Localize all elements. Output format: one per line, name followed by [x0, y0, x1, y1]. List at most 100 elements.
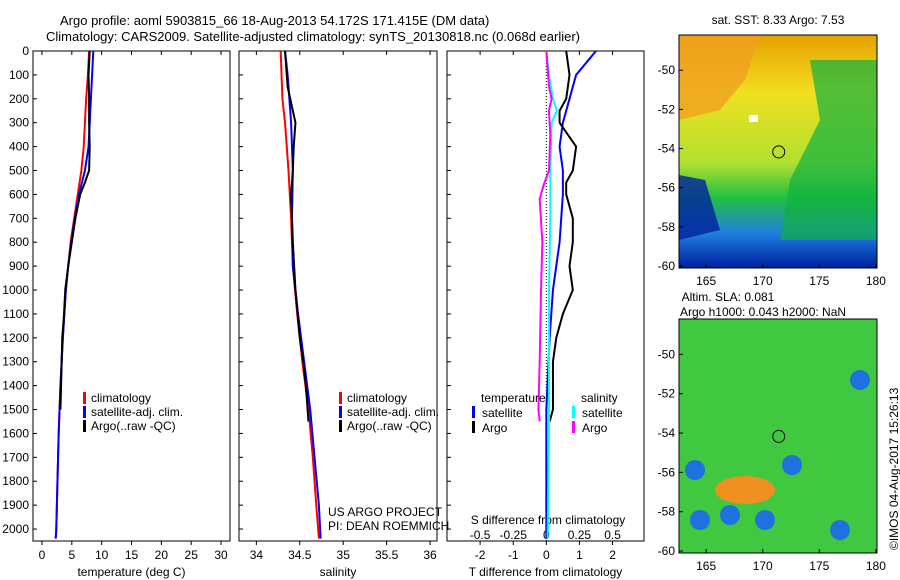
sla-high-anomaly — [715, 476, 775, 504]
island-marker — [749, 115, 758, 122]
x-tick-label: 20 — [155, 548, 169, 562]
x-tick-label: 10 — [95, 548, 109, 562]
diff-plot-frame — [446, 50, 645, 542]
lon-tick-label: 165 — [696, 559, 716, 573]
lat-tick-label: -58 — [658, 220, 676, 234]
sla-low-anomaly — [755, 510, 775, 530]
legend-swatch — [83, 420, 86, 432]
y-tick-label: 500 — [9, 164, 29, 178]
x-tick-label: 0 — [39, 548, 46, 562]
title-line-2: Climatology: CARS2009. Satellite-adjuste… — [46, 29, 581, 44]
y-tick-label: 200 — [9, 92, 29, 106]
x-tick-label: 30 — [214, 548, 228, 562]
x-tick-label: 2 — [609, 548, 616, 562]
x-tick-label: 15 — [125, 548, 139, 562]
x-tick-label: -2 — [475, 548, 486, 562]
legend-swatch — [83, 406, 86, 418]
lat-tick-label: -58 — [658, 505, 676, 519]
s-tick-label: 0.5 — [604, 528, 621, 542]
x-tick-label: 35.5 — [375, 548, 399, 562]
lat-tick-label: -52 — [658, 102, 676, 116]
x-tick-label: 35 — [337, 548, 351, 562]
temp-series-argo-raw-qc- — [59, 50, 91, 410]
y-tick-label: 1700 — [2, 450, 29, 464]
s-tick-label: 0.25 — [568, 528, 592, 542]
lon-tick-label: 170 — [753, 559, 773, 573]
x-tick-label: 25 — [185, 548, 199, 562]
s-tick-label: -0.25 — [500, 528, 528, 542]
diff-series-s-satellite — [545, 50, 558, 539]
diff-series-t-satellite — [545, 50, 597, 539]
legend-swatch — [472, 406, 475, 418]
temp-series-satellite-adj-clim- — [54, 50, 95, 539]
legend-label: Argo(..raw -QC) — [91, 419, 176, 433]
legend-label: satellite — [582, 406, 623, 420]
lat-tick-label: -50 — [658, 63, 676, 77]
diff-series-s-argo — [537, 50, 553, 422]
legend-swatch — [339, 392, 342, 404]
legend-label: satellite-adj. clim. — [91, 405, 183, 419]
diff-x-axis-label: T difference from climatology — [469, 565, 623, 579]
lat-tick-label: -60 — [658, 259, 676, 273]
y-tick-label: 1200 — [2, 331, 29, 345]
x-tick-label: 0 — [543, 548, 550, 562]
lat-tick-label: -52 — [658, 387, 676, 401]
sal-series-climatology — [279, 50, 320, 539]
sst-map-frame — [678, 34, 878, 269]
y-tick-label: 1500 — [2, 403, 29, 417]
y-tick-label: 1400 — [2, 379, 29, 393]
argo-float-position-marker — [772, 429, 786, 443]
legend-swatch — [339, 420, 342, 432]
sst-cold-region — [679, 175, 720, 240]
sla-map-frame — [678, 318, 878, 554]
lat-tick-label: -50 — [658, 347, 676, 361]
temp-series-climatology — [54, 50, 91, 539]
y-tick-label: 1600 — [2, 426, 29, 440]
y-tick-label: 1100 — [3, 307, 29, 321]
legend-swatch — [83, 392, 86, 404]
x-tick-label: 36 — [423, 548, 437, 562]
sla-low-anomaly — [782, 455, 802, 475]
lon-tick-label: 170 — [753, 274, 773, 288]
y-tick-label: 2000 — [2, 522, 29, 536]
y-tick-label: 800 — [9, 235, 29, 249]
y-tick-label: 600 — [9, 187, 29, 201]
lat-tick-label: -54 — [658, 426, 676, 440]
x-tick-label: 34 — [250, 548, 264, 562]
legend-label: Argo — [482, 421, 508, 435]
temp-x-axis-label: temperature (deg C) — [77, 565, 185, 579]
y-tick-label: 400 — [9, 140, 29, 154]
temp-plot-frame — [32, 50, 231, 542]
argo-height-title: Argo h1000: 0.043 h2000: NaN — [680, 305, 846, 319]
sla-low-anomaly — [685, 460, 705, 480]
legend-swatch — [572, 421, 575, 433]
lon-tick-label: 175 — [809, 559, 829, 573]
legend-title-salinity: salinity — [581, 391, 618, 405]
sla-low-anomaly — [850, 370, 870, 390]
sla-low-anomaly — [720, 505, 740, 525]
x-tick-label: 1 — [576, 548, 583, 562]
x-tick-label: -1 — [508, 548, 519, 562]
lat-tick-label: -56 — [658, 465, 676, 479]
lat-tick-label: -56 — [658, 181, 676, 195]
argo-float-position-marker — [772, 145, 786, 159]
y-tick-label: 1000 — [2, 283, 29, 297]
legend-swatch — [472, 421, 475, 433]
sla-low-anomaly — [690, 510, 710, 530]
sla-map-title: Altim. SLA: 0.081 — [682, 290, 775, 304]
legend-label: climatology — [347, 391, 407, 405]
lat-tick-label: -54 — [658, 142, 676, 156]
y-tick-label: 100 — [9, 68, 29, 82]
sal-series-argo-raw-qc- — [284, 50, 310, 422]
legend-label: Argo(..raw -QC) — [347, 419, 432, 433]
sst-cool-region — [780, 60, 877, 240]
y-tick-label: 1800 — [2, 474, 29, 488]
s-tick-label: -0.5 — [470, 528, 491, 542]
lon-tick-label: 165 — [696, 274, 716, 288]
y-tick-label: 1900 — [2, 498, 29, 512]
project-credit: US ARGO PROJECT — [328, 505, 443, 519]
legend-label: climatology — [91, 391, 151, 405]
pi-credit: PI: DEAN ROEMMICH — [328, 519, 450, 533]
diff-series-t-argo — [548, 50, 578, 422]
